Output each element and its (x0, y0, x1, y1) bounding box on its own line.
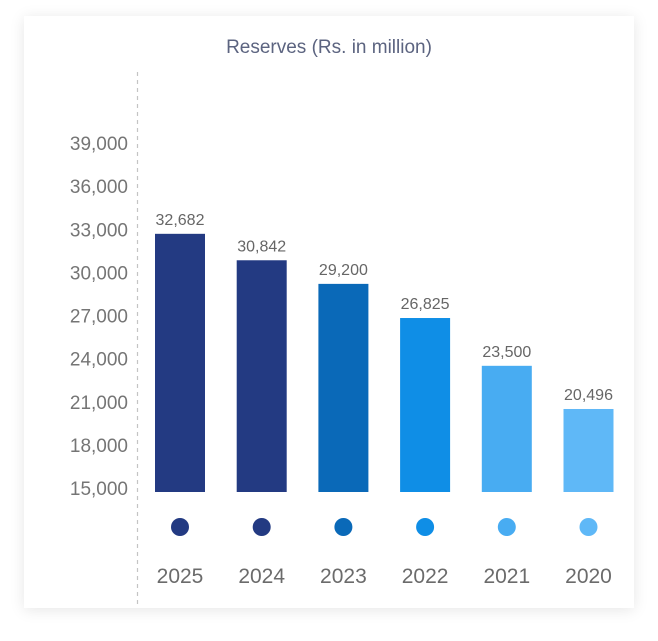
marker-dot-2025 (171, 518, 189, 536)
chart-title: Reserves (Rs. in million) (226, 37, 432, 58)
bar-2021 (481, 365, 532, 492)
marker-dot-2023 (334, 518, 353, 536)
y-tick-label: 36,000 (70, 177, 128, 198)
marker-dot-2021 (497, 518, 516, 536)
year-markers (171, 518, 598, 536)
x-tick-2025: 2025 (157, 565, 204, 588)
bar-2025 (155, 233, 205, 493)
y-tick-label: 30,000 (70, 263, 128, 284)
bar-2022 (400, 318, 451, 492)
bars (155, 233, 614, 493)
bar-2024 (236, 260, 287, 492)
y-tick-label: 39,000 (70, 134, 128, 155)
x-tick-2024: 2024 (238, 565, 285, 588)
bar-2023 (318, 283, 369, 492)
y-axis-ticks: 15,000 18,000 21,000 24,000 27,000 30,000 33,0… (70, 134, 128, 500)
value-label-2024: 30,842 (237, 238, 286, 255)
value-label-2022: 26,825 (401, 296, 450, 313)
marker-dot-2020 (579, 518, 598, 536)
value-labels: 32,682 30,842 29,200 26,825 23,500 20,496 (156, 212, 614, 404)
y-tick-label: 21,000 (70, 393, 128, 414)
x-tick-2021: 2021 (483, 565, 530, 588)
x-axis-ticks: 2025 2024 2023 2022 2021 2020 (157, 565, 612, 588)
x-tick-2023: 2023 (320, 565, 367, 588)
y-tick-label: 24,000 (70, 350, 128, 371)
y-tick-label: 18,000 (70, 436, 128, 457)
marker-dot-2022 (416, 518, 435, 536)
bar-2020 (563, 408, 614, 492)
y-tick-label: 27,000 (70, 307, 128, 328)
value-label-2020: 20,496 (564, 387, 613, 404)
value-label-2023: 29,200 (319, 262, 368, 279)
y-tick-label: 33,000 (70, 220, 128, 241)
marker-dot-2024 (252, 518, 271, 536)
value-label-2025: 32,682 (156, 212, 205, 229)
y-tick-label: 15,000 (70, 479, 128, 500)
x-tick-2022: 2022 (402, 565, 449, 588)
x-tick-2020: 2020 (565, 565, 612, 588)
value-label-2021: 23,500 (482, 344, 531, 361)
